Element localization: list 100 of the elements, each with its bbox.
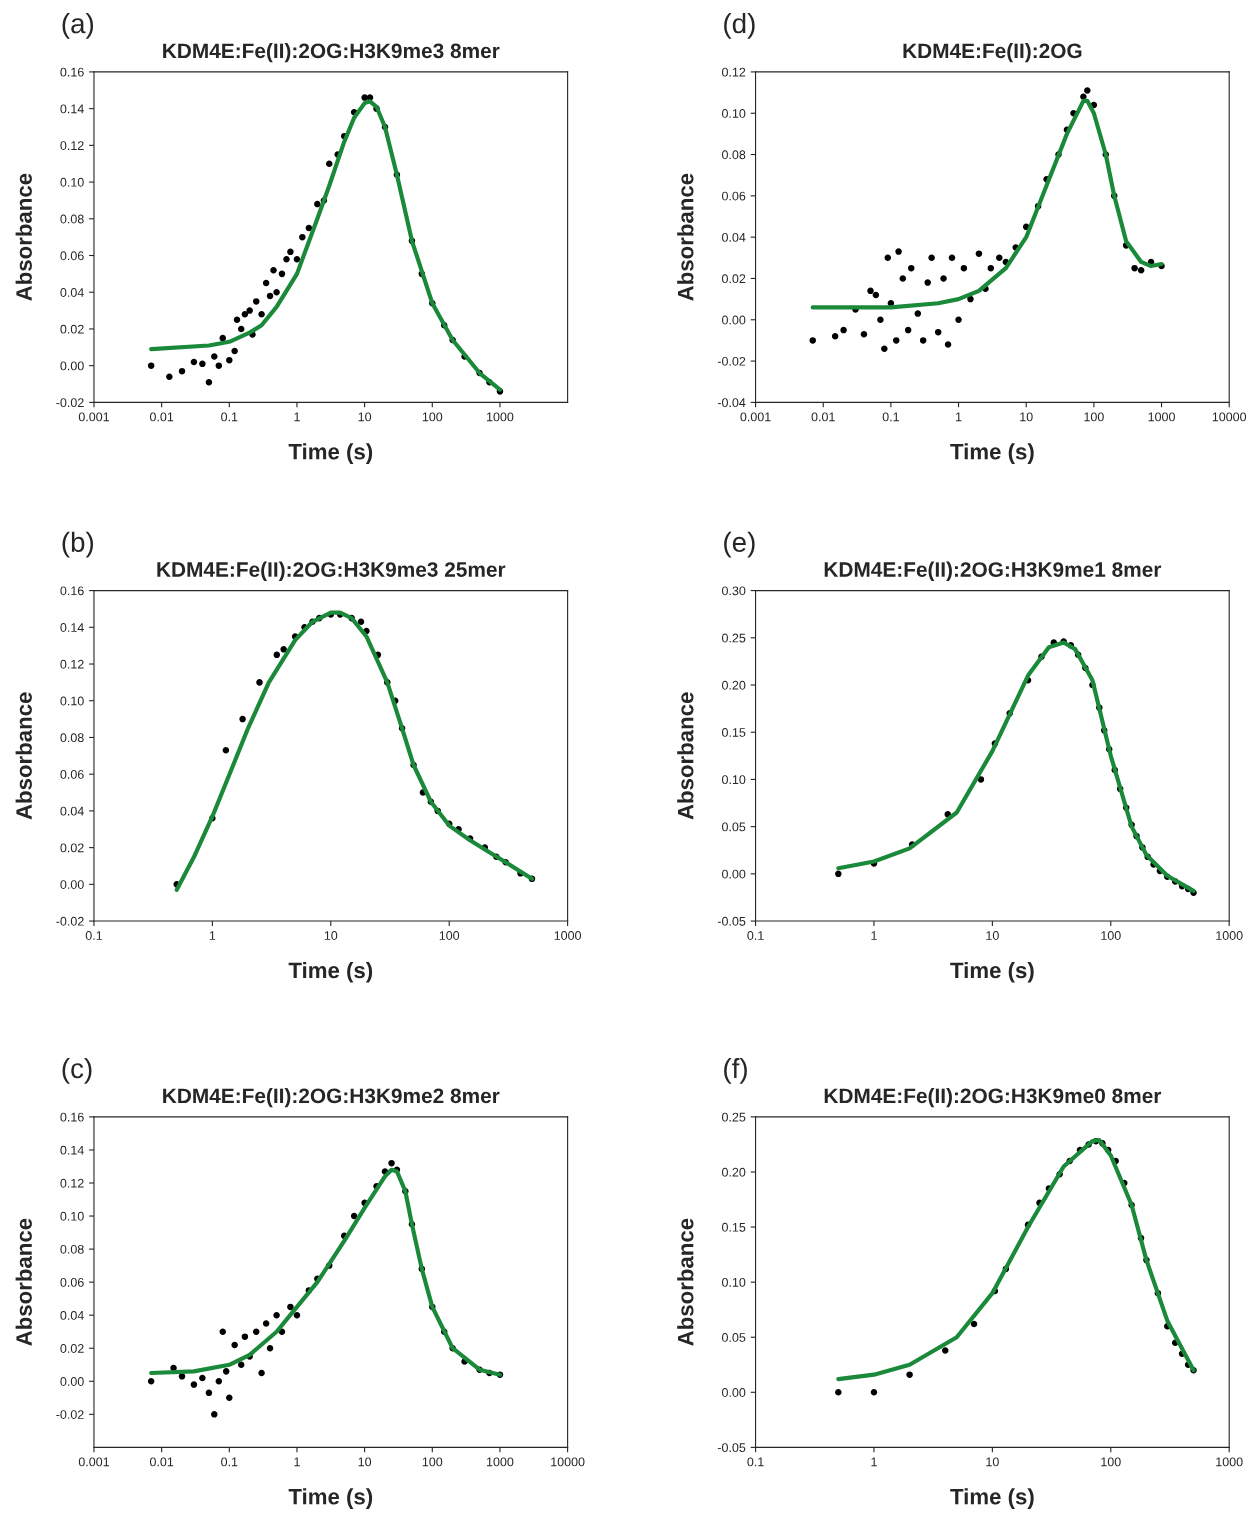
- text: (a): [62, 12, 94, 39]
- x-tick-label: 100: [422, 412, 443, 422]
- x-tick-label: 10000: [1212, 412, 1247, 422]
- x-tick-label: 1000: [1216, 931, 1243, 940]
- x-tick-label: 1000: [1148, 412, 1175, 422]
- chart-title: KDM4E:Fe(II):2OG:H3K9me0 8mer: [824, 1087, 1162, 1108]
- chart-title: KDM4E:Fe(II):2OG:H3K9me3 8mer: [163, 42, 500, 63]
- x-axis-title: Time (s): [288, 961, 373, 983]
- x-axis-title: Time (s): [288, 1488, 373, 1509]
- x-tick-label: 1000: [487, 1457, 514, 1467]
- y-tick-label: -0.02: [56, 398, 84, 408]
- text: (e): [724, 531, 755, 558]
- y-axis-title: Absorbance: [15, 692, 32, 820]
- x-axis-title: Time (s): [950, 1488, 1034, 1509]
- y-tick-label: 0.02: [60, 1344, 84, 1353]
- text: (b): [62, 531, 94, 558]
- y-tick-label: 0.00: [722, 1388, 746, 1397]
- x-tick-label: 0.1: [747, 931, 764, 940]
- y-axis-title: Absorbance: [677, 692, 694, 820]
- y-tick-label: 0.05: [722, 822, 746, 832]
- y-tick-label: 0.10: [722, 1277, 746, 1287]
- x-tick-label: 0.1: [85, 931, 103, 940]
- y-tick-label: 0.00: [60, 880, 84, 889]
- y-tick-label: 0.10: [60, 1211, 84, 1221]
- x-tick-label: 100: [1101, 931, 1121, 940]
- y-tick-label: 0.14: [60, 623, 84, 632]
- x-tick-label: 0.1: [221, 1457, 238, 1467]
- y-tick-label: 0.12: [722, 67, 746, 77]
- x-tick-label: 10000: [551, 1457, 585, 1467]
- x-tick-label: 100: [1101, 1457, 1121, 1467]
- chart-title: KDM4E:Fe(II):2OG: [903, 42, 1082, 63]
- y-tick-label: 0.02: [60, 843, 84, 853]
- text: (f): [724, 1057, 747, 1084]
- x-tick-label: 10: [1020, 412, 1033, 422]
- x-tick-label: 0.1: [747, 1457, 764, 1467]
- y-tick-label: 0.04: [60, 806, 84, 816]
- x-tick-label: 10: [324, 931, 338, 940]
- y-tick-label: 0.14: [60, 1145, 84, 1155]
- y-tick-label: 0.12: [60, 1178, 84, 1188]
- y-tick-label: 0.10: [60, 696, 84, 706]
- x-axis-title: Time (s): [950, 443, 1034, 464]
- x-tick-label: 1: [209, 931, 216, 940]
- y-tick-label: 0.12: [60, 141, 84, 150]
- y-tick-label: -0.05: [717, 916, 746, 926]
- x-tick-label: 1000: [1216, 1457, 1243, 1467]
- y-tick-label: 0.25: [722, 633, 746, 643]
- y-tick-label: 0.16: [60, 67, 84, 77]
- y-tick-label: 0.16: [60, 586, 84, 596]
- y-tick-label: 0.16: [60, 1112, 84, 1122]
- x-tick-label: 1: [871, 931, 877, 940]
- text: (c): [62, 1057, 92, 1084]
- y-tick-label: 0.00: [60, 361, 84, 371]
- x-tick-label: 1000: [554, 931, 582, 940]
- x-tick-label: 0.001: [78, 1457, 110, 1467]
- x-tick-label: 0.1: [221, 412, 238, 422]
- y-tick-label: 0.10: [722, 775, 746, 785]
- x-tick-label: 0.01: [811, 412, 835, 422]
- x-tick-label: 1: [956, 412, 962, 422]
- y-axis-title: Absorbance: [677, 173, 694, 301]
- x-tick-label: 0.001: [78, 412, 110, 422]
- x-tick-label: 1: [294, 1457, 300, 1467]
- y-tick-label: 0.02: [60, 324, 84, 334]
- y-tick-label: 0.15: [722, 1222, 746, 1232]
- x-tick-label: 0.001: [740, 412, 771, 422]
- y-tick-label: 0.10: [60, 177, 84, 187]
- y-tick-label: 0.12: [60, 659, 84, 669]
- x-tick-label: 0.01: [149, 412, 174, 422]
- y-tick-label: 0.04: [722, 232, 746, 242]
- chart-title: KDM4E:Fe(II):2OG:H3K9me1 8mer: [824, 561, 1162, 582]
- y-axis-title: Absorbance: [15, 1218, 32, 1346]
- y-tick-label: 0.08: [60, 1244, 84, 1254]
- x-tick-label: 0.1: [882, 412, 899, 422]
- x-tick-label: 1: [294, 412, 300, 422]
- y-tick-label: 0.06: [60, 1277, 84, 1287]
- x-tick-label: 0.01: [149, 1457, 174, 1467]
- y-tick-label: 0.08: [60, 214, 84, 224]
- y-tick-label: 0.08: [722, 150, 746, 160]
- text: (d): [724, 12, 755, 39]
- x-axis-title: Time (s): [288, 443, 373, 464]
- chart-title: KDM4E:Fe(II):2OG:H3K9me3 25mer: [157, 561, 506, 582]
- y-axis-title: Absorbance: [677, 1218, 694, 1346]
- chart-title: KDM4E:Fe(II):2OG:H3K9me2 8mer: [163, 1087, 500, 1108]
- y-tick-label: 0.06: [60, 251, 84, 261]
- y-tick-label: 0.06: [722, 191, 746, 201]
- y-tick-label: 0.00: [722, 315, 746, 325]
- y-tick-label: -0.02: [56, 1410, 84, 1419]
- y-tick-label: -0.05: [717, 1443, 746, 1453]
- y-tick-label: 0.05: [722, 1333, 746, 1342]
- x-axis-title: Time (s): [950, 961, 1034, 983]
- x-tick-label: 1000: [487, 412, 514, 422]
- x-tick-label: 10: [986, 931, 999, 940]
- x-tick-label: 100: [439, 931, 460, 940]
- y-tick-label: 0.25: [722, 1112, 746, 1122]
- y-axis-title: Absorbance: [15, 173, 32, 301]
- x-tick-label: 10: [358, 1457, 372, 1467]
- y-tick-label: 0.00: [60, 1377, 84, 1386]
- x-tick-label: 100: [1084, 412, 1104, 422]
- y-tick-label: 0.08: [60, 733, 84, 743]
- y-tick-label: 0.15: [722, 728, 746, 737]
- y-tick-label: 0.00: [722, 869, 746, 879]
